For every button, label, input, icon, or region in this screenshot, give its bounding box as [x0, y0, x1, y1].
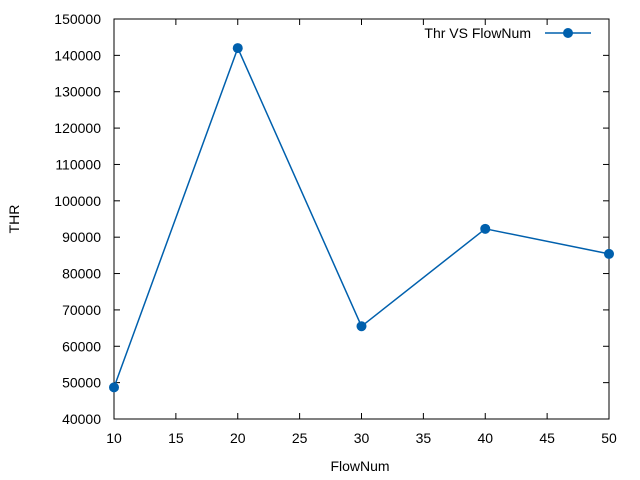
legend: Thr VS FlowNum [424, 25, 591, 41]
y-tick-label: 150000 [54, 11, 101, 27]
y-tick-label: 120000 [54, 120, 101, 136]
legend-label: Thr VS FlowNum [424, 25, 531, 41]
x-tick-label: 30 [354, 430, 370, 446]
y-tick-label: 140000 [54, 47, 101, 63]
y-tick-label: 70000 [62, 302, 101, 318]
y-axis-label: THR [6, 205, 22, 234]
y-tick-label: 130000 [54, 84, 101, 100]
series-line [113, 47, 610, 388]
y-tick-label: 80000 [62, 266, 101, 282]
data-point [109, 382, 119, 393]
plot-frame [113, 18, 610, 420]
x-tick-label: 40 [477, 430, 493, 446]
data-point [604, 248, 614, 259]
x-tick-label: 15 [168, 430, 184, 446]
y-tick-label: 50000 [62, 375, 101, 391]
data-point [480, 223, 491, 234]
y-tick-label: 40000 [62, 411, 101, 427]
x-tick-label: 35 [416, 430, 432, 446]
x-tick-label: 10 [106, 430, 122, 446]
y-tick-label: 90000 [62, 229, 101, 245]
y-tick-label: 60000 [62, 338, 101, 354]
y-tick-label: 110000 [55, 156, 101, 172]
y-axis: 40000 50000 60000 70000 80000 90000 100000 1100… [54, 11, 609, 427]
data-point [232, 43, 243, 54]
x-axis-label: FlowNum [330, 458, 389, 474]
x-axis: 10 15 20 25 30 35 40 45 50 [106, 19, 617, 446]
x-tick-label: 45 [539, 430, 555, 446]
legend-marker [563, 28, 573, 38]
x-tick-label: 20 [230, 430, 246, 446]
series-layer [109, 43, 614, 393]
y-tick-label: 100000 [54, 193, 101, 209]
data-point [356, 321, 367, 332]
x-tick-label: 50 [601, 430, 617, 446]
x-tick-label: 25 [292, 430, 308, 446]
